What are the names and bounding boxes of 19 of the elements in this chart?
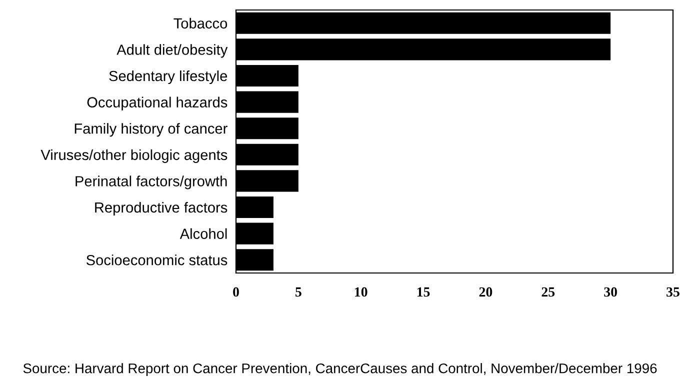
x-tick-label: 10 (355, 287, 368, 297)
y-tick-label: Family history of cancer (74, 123, 228, 137)
x-tick-label: 30 (604, 287, 617, 297)
y-tick-label: Tobacco (174, 18, 228, 29)
x-tick-label: 35 (666, 287, 680, 297)
x-tick-label: 20 (479, 287, 492, 297)
y-tick-label: Alcohol (180, 228, 227, 239)
source-note: Source: Harvard Report on Cancer Prevention, CancerCauses and Control, November/December 1996 (23, 363, 657, 376)
y-tick-label: Perinatal factors/growth (76, 176, 227, 190)
x-tick-label: 25 (542, 287, 555, 297)
y-tick-label: Reproductive factors (95, 202, 228, 216)
x-tick-label: 15 (417, 287, 430, 297)
x-tick-label: 5 (296, 287, 302, 297)
y-tick-label: Occupational hazards (87, 96, 228, 110)
x-tick-label: 0 (233, 287, 239, 297)
y-tick-label: Socioeconomic status (86, 254, 228, 266)
y-tick-label: Adult diet/obesity (116, 44, 228, 58)
y-tick-label: Viruses/other biologic agents (40, 149, 228, 163)
y-tick-label: Sedentary lifestyle (109, 70, 228, 84)
